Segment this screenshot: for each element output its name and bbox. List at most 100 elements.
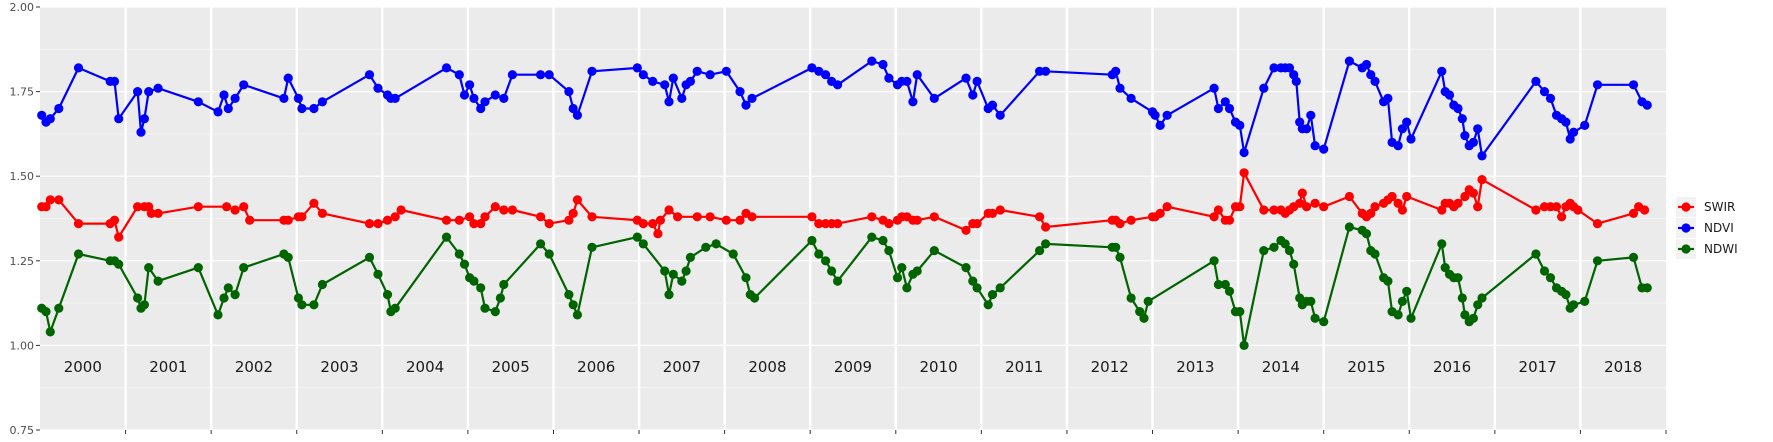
ndvi-point [536, 70, 546, 80]
ndvi-point [572, 110, 583, 120]
ndvi-point [213, 107, 223, 117]
ndvi-point [721, 66, 731, 76]
swir-point [146, 208, 156, 218]
ndvi-point [632, 63, 642, 73]
swir-point [1259, 205, 1269, 215]
ndvi-point [1642, 100, 1652, 110]
ndvi-point [1162, 110, 1172, 120]
ndwi-point [1473, 300, 1483, 310]
ndvi-point [1468, 137, 1478, 147]
ndvi-point [1319, 144, 1329, 154]
ndwi-point [1126, 293, 1136, 303]
ndwi-point [1306, 296, 1316, 306]
swir-point [1370, 202, 1380, 212]
swir-point [382, 215, 393, 225]
ndvi-point [961, 73, 971, 83]
swir-point [222, 202, 232, 212]
ndwi-point [1592, 256, 1603, 266]
ndwi-point [1209, 256, 1219, 266]
ndwi-point [45, 327, 55, 337]
ndwi-point [1370, 249, 1380, 259]
swir-point [499, 205, 509, 215]
year-label: 2017 [1519, 358, 1557, 376]
year-label: 2003 [320, 358, 358, 376]
ndvi-point [1361, 59, 1372, 70]
swir-point [1387, 191, 1397, 202]
ndwi-point [1628, 252, 1639, 262]
ndvi-point [1224, 103, 1235, 114]
legend-label: NDWI [1704, 242, 1738, 256]
swir-point [1155, 208, 1165, 218]
ndvi-point [459, 90, 470, 100]
ndvi-point [230, 93, 240, 103]
ndvi-point [507, 70, 517, 80]
swir-point [1531, 205, 1541, 215]
ndvi-point [297, 103, 307, 114]
swir-point [45, 195, 55, 205]
ndvi-point [490, 90, 500, 100]
year-label: 2001 [149, 358, 187, 376]
swir-point [1041, 222, 1051, 232]
ndvi-point [1209, 83, 1219, 93]
ndwi-point [1569, 300, 1579, 310]
year-label: 2007 [663, 358, 701, 376]
ndvi-point [1306, 110, 1316, 120]
ndvi-point [1628, 80, 1639, 90]
swir-point [987, 208, 998, 218]
ndwi-point [1580, 296, 1590, 306]
ndvi-point [1473, 124, 1483, 134]
ndvi-point [1383, 93, 1393, 103]
swir-point [1209, 212, 1219, 222]
ndvi-point [114, 114, 124, 124]
ndvi-point [1291, 76, 1301, 86]
ndwi-point [1402, 286, 1412, 296]
ndvi-point [283, 73, 293, 83]
ndwi-point [878, 235, 888, 246]
ndwi-point [1561, 290, 1571, 300]
ndwi-point [1397, 296, 1407, 306]
swir-point [41, 202, 51, 212]
ndwi-point [239, 263, 249, 273]
ndwi-point [1539, 266, 1550, 276]
ndvi-point [648, 76, 658, 86]
legend-item-ndvi: NDVI [1676, 218, 1734, 238]
ndvi-point [884, 73, 894, 83]
ndvi-point [1580, 120, 1590, 130]
ndvi-point [660, 80, 670, 90]
series-ndwi [37, 222, 1652, 350]
ndwi-point [741, 273, 751, 283]
swir-point [692, 212, 702, 222]
ndwi-point [983, 300, 993, 310]
swir-point [1573, 205, 1583, 215]
ndvi-point [1259, 83, 1269, 93]
ndwi-point [1115, 252, 1125, 262]
swir-point [109, 215, 120, 225]
ndwi-point [1135, 307, 1145, 317]
ndwi-point [1642, 283, 1652, 293]
swir-point [673, 212, 683, 222]
swir-point [1213, 205, 1223, 215]
ndwi-point [833, 276, 843, 286]
ndwi-point [41, 307, 51, 317]
ndwi-point [454, 249, 464, 259]
year-label: 2005 [492, 358, 530, 376]
swir-point [747, 212, 757, 222]
year-labels: 2000 2001 2002 2003 2004 2005 2006 2007 2008 2009… [64, 358, 1643, 376]
ndvi-point [1457, 114, 1467, 124]
swir-point [230, 205, 240, 215]
swir-point [297, 212, 307, 222]
swir-point [1366, 208, 1376, 218]
ndwi-point [297, 300, 307, 310]
ndwi-point [223, 283, 233, 293]
ndwi-point [1437, 239, 1447, 249]
swir-point [1126, 215, 1136, 225]
ndwi-point [972, 283, 982, 293]
ndvi-point [929, 93, 939, 103]
ndvi-point [139, 114, 149, 124]
swir-point [1453, 198, 1463, 208]
swir-point [193, 202, 203, 212]
swir-point [1460, 191, 1470, 202]
ndwi-point [495, 293, 505, 303]
swir-point [73, 219, 84, 229]
year-label: 2004 [406, 358, 444, 376]
